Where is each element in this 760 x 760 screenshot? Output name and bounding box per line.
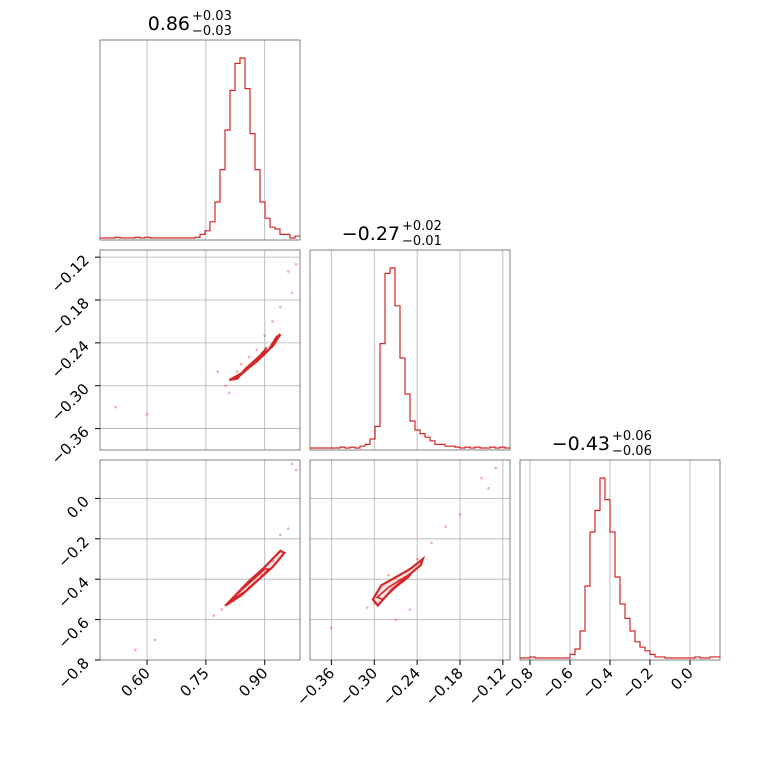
pair-1-2-point-5 [430,541,433,545]
pair-0-1-point-1 [286,270,290,273]
pair-0-2-point-1 [294,468,298,472]
hist-2-title-plus: +0.06 [612,429,652,444]
pair-0-2-border [99,459,301,661]
pair-0-2-point-7 [220,608,223,611]
y-axis-row2-label-3: −0.6 [54,614,92,652]
pair-0-1-point-0 [278,305,282,309]
pair-0-1-contour-0 [228,333,282,382]
hist-0-step [100,57,300,239]
pair-0-2-contour-1 [228,568,271,603]
hist-1-border [309,249,511,451]
pair-1-2-border [309,459,511,661]
hist-1-title-median: −0.27 [342,223,400,245]
pair-0-1-point-7 [247,355,251,359]
x-axis-col0-label-2: 0.90 [235,664,271,700]
x-axis-col2-label-4: 0.0 [667,664,697,694]
x-axis-col2-label-1: −0.6 [538,664,576,702]
hist-0-border [99,39,301,241]
hist-1-title-plus: +0.02 [402,219,442,234]
pair-1-2-point-10 [394,618,398,621]
hist-2-frame: −0.43 +0.06−0.06 [519,429,721,661]
pair-0-1-point-13 [271,320,274,323]
pair-1-2-point-6 [415,557,419,561]
hist-2-step [520,477,720,659]
y-axis-row2-label-0: 0.0 [63,492,93,522]
x-axis-col1-label-2: −0.24 [379,664,424,709]
pair-0-1-border [99,249,301,451]
x-axis-col1-label-3: −0.18 [422,664,467,709]
pair-0-1-point-6 [255,348,259,352]
pair-0-1-point-3 [290,291,294,295]
pair-1-2-point-4 [444,525,448,529]
pair-1-2-point-1 [494,466,498,470]
y-axis-row1-label-2: −0.24 [48,337,93,382]
pair-1-2-contour-1 [375,572,413,601]
y-axis-row2-label-1: −0.2 [54,533,92,571]
hist-1-frame: −0.27 +0.02−0.01 [309,219,511,451]
pair-1-2-point-12 [387,573,390,577]
pair-0-1-point-11 [224,384,227,388]
pair-1-2-point-2 [480,476,483,480]
hist-2-title-median: −0.43 [552,433,610,455]
pair-0-1-point-5 [114,405,118,409]
pair-1-2-point-3 [458,513,462,516]
x-axis-col1-label-1: −0.30 [336,664,381,709]
pair-0-1-contour-1 [234,346,268,379]
pair-0-1-point-14 [216,370,220,373]
pair-0-1-point-8 [239,362,243,366]
hist-1-step [310,267,510,449]
y-axis-row2-label-2: −0.4 [54,573,92,611]
pair-0-1-point-12 [263,334,267,338]
hist-0-frame: 0.86 +0.03−0.03 [99,9,301,241]
pair-0-1-point-2 [294,262,298,266]
y-axis-row1-label-4: −0.36 [48,423,93,468]
pair-0-1-point-15 [228,391,231,395]
pair-1-2-point-8 [365,606,369,609]
pair-1-2-point-9 [408,608,412,611]
x-axis-col2-label-3: −0.2 [618,664,656,702]
hist-2-title-minus: −0.06 [612,444,652,459]
y-axis-row1-label-3: −0.30 [48,380,93,425]
pair-0-2-point-2 [286,527,290,531]
pair-0-2-point-6 [212,614,216,617]
y-axis-row2-label-4: −0.8 [54,654,92,692]
pair-1-2-point-0 [487,486,490,490]
pair-0-1-frame [99,249,301,451]
hist-0-title-plus: +0.03 [192,9,232,24]
x-axis-col1-label-0: −0.36 [293,664,338,709]
x-axis-col0-label-0: 0.60 [118,664,154,700]
hist-2-border [519,459,721,661]
pair-1-2-point-11 [330,626,333,630]
hist-1-title-minus: −0.01 [402,234,442,249]
pair-0-2-point-0 [290,462,294,466]
pair-0-1-point-9 [235,370,239,373]
pair-0-2-point-5 [133,648,137,652]
pair-0-2-point-4 [153,638,157,642]
x-axis-col2-label-0: −0.8 [498,664,536,702]
y-axis-row1-label-0: −0.12 [48,251,93,296]
pair-0-2-frame [99,459,301,661]
x-axis-col2-label-2: −0.4 [578,664,616,702]
pair-1-2-frame [309,459,511,661]
hist-0-title-minus: −0.03 [192,24,232,39]
pair-0-1-point-4 [145,412,149,416]
hist-0-title-median: 0.86 [148,13,190,35]
y-axis-row1-label-1: −0.18 [48,294,93,339]
pair-0-2-point-3 [278,533,282,537]
x-axis-col0-label-1: 0.75 [176,664,212,700]
